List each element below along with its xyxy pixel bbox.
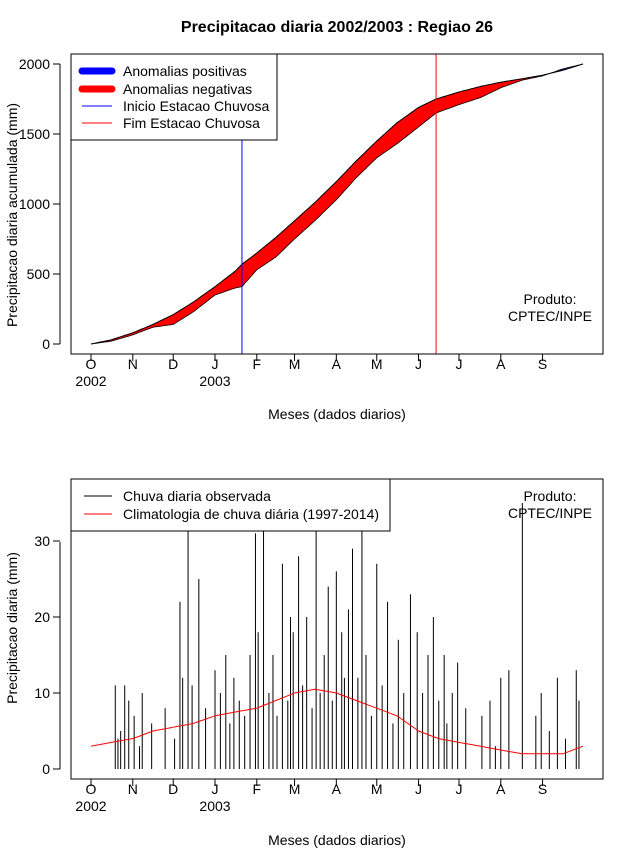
year-label: 2003 [199, 798, 230, 814]
legend-label-observed: Chuva diaria observada [123, 488, 271, 504]
x-tick-label: J [415, 356, 422, 372]
x-tick-label: A [496, 781, 506, 797]
year-label: 2002 [75, 373, 106, 389]
x-tick-label: J [212, 356, 219, 372]
observed-accumulated-line [90, 63, 584, 345]
legend-label-start: Inicio Estacao Chuvosa [123, 98, 270, 114]
accumulated-lines [90, 63, 584, 345]
y-tick-label: 0 [42, 761, 50, 777]
y-tick-label: 500 [27, 266, 51, 282]
y-tick-label: 30 [34, 533, 50, 549]
x-tick-label: O [86, 356, 97, 372]
legend-label-positive: Anomalias positivas [123, 63, 247, 79]
climatology-line [90, 688, 584, 755]
product-label-line1: Produto: [524, 488, 577, 504]
product-label-line2: CPTEC/INPE [508, 505, 592, 521]
legend-label-climatology: Climatologia de chuva diária (1997-2014) [123, 506, 379, 522]
x-tick-label: J [212, 781, 219, 797]
y-tick-label: 20 [34, 609, 50, 625]
x-tick-label: S [538, 781, 547, 797]
negative-anomaly-area [91, 73, 551, 344]
legend: Anomalias positivas Anomalias negativas … [70, 53, 278, 141]
y-axis: 0 500 1000 1500 2000 [19, 56, 61, 352]
x-tick-label: S [538, 356, 547, 372]
y-tick-label: 10 [34, 685, 50, 701]
y-tick-label: 1500 [19, 126, 50, 142]
x-tick-label: A [332, 781, 342, 797]
x-tick-label: A [496, 356, 506, 372]
daily-panel: 0 10 20 30 O N D J F M A M J J A S 2002 2003 Meses (dado… [4, 478, 604, 848]
observed-bars [114, 503, 580, 769]
x-tick-label: D [168, 781, 178, 797]
x-tick-label: M [371, 781, 383, 797]
chart-title: Precipitacao diaria 2002/2003 : Regiao 2… [181, 19, 493, 36]
x-axis-label: Meses (dados diarios) [268, 406, 406, 422]
product-label-line2: CPTEC/INPE [508, 308, 592, 324]
legend-label-negative: Anomalias negativas [123, 81, 252, 97]
y-tick-label: 2000 [19, 56, 50, 72]
x-tick-label: J [455, 356, 462, 372]
climatology-daily-line [90, 688, 584, 755]
x-tick-label: F [253, 356, 262, 372]
legend-label-end: Fim Estacao Chuvosa [123, 115, 260, 131]
x-tick-label: J [455, 781, 462, 797]
climatology-accumulated-line [90, 63, 584, 345]
y-axis-label: Precipitacao diaria (mm) [4, 552, 20, 704]
x-tick-label: J [415, 781, 422, 797]
x-tick-label: M [289, 781, 301, 797]
x-tick-label: D [168, 356, 178, 372]
y-tick-label: 0 [42, 336, 50, 352]
x-tick-label: N [128, 781, 138, 797]
x-axis: O N D J F M A M J J A S 2002 2003 [75, 353, 547, 389]
x-tick-label: N [128, 356, 138, 372]
legend: Chuva diaria observada Climatologia de c… [70, 478, 391, 532]
year-label: 2003 [199, 373, 230, 389]
y-tick-label: 1000 [19, 196, 50, 212]
legend-box [70, 478, 391, 532]
x-tick-label: M [371, 356, 383, 372]
x-axis-label: Meses (dados diarios) [268, 832, 406, 848]
x-tick-label: O [86, 781, 97, 797]
x-axis: O N D J F M A M J J A S 2002 2003 [75, 778, 547, 814]
y-axis-label: Precipitacao diaria acumulada (mm) [4, 103, 20, 327]
accumulated-panel: 0 500 1000 1500 2000 O N D J F M A M J J A S 2002 2003 Me… [4, 53, 604, 422]
product-label-line1: Produto: [524, 291, 577, 307]
year-label: 2002 [75, 798, 106, 814]
x-tick-label: F [253, 781, 262, 797]
y-axis: 0 10 20 30 [34, 533, 61, 777]
x-tick-label: M [289, 356, 301, 372]
x-tick-label: A [332, 356, 342, 372]
